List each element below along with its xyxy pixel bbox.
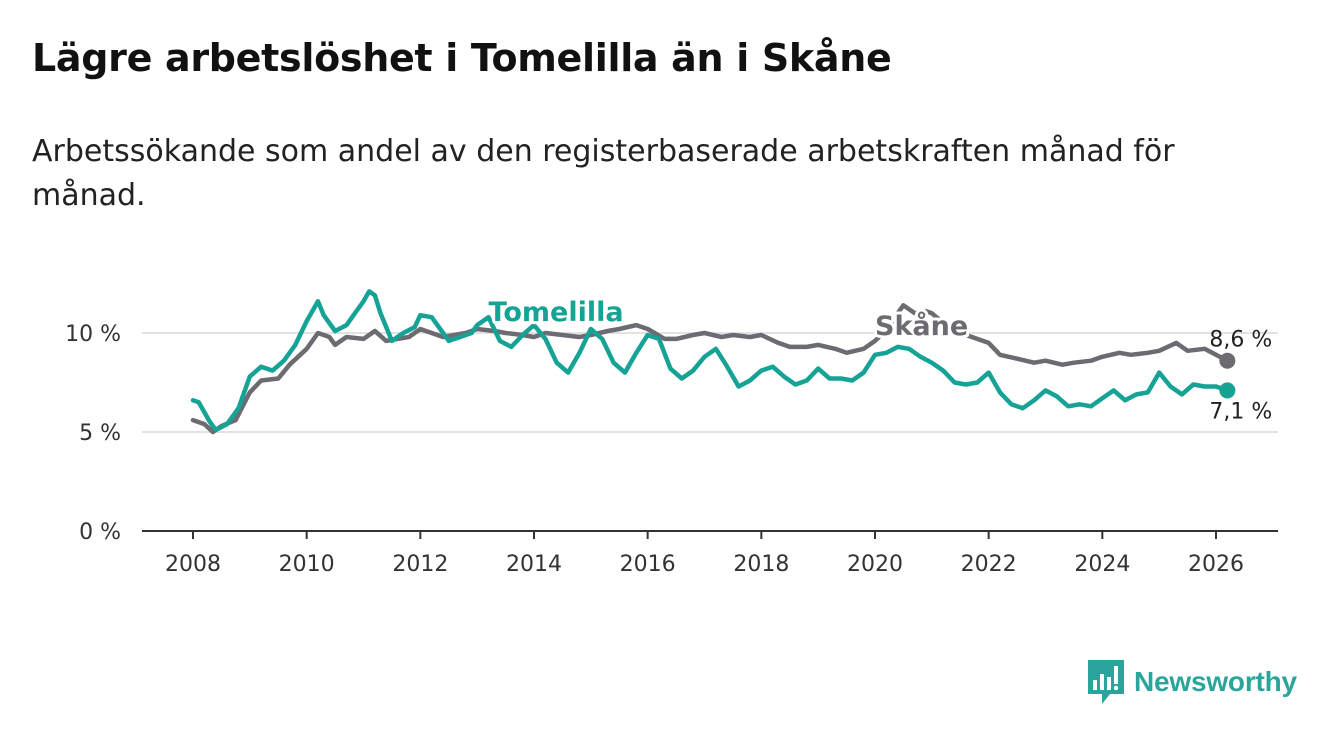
- brand-logo[interactable]: Newsworthy: [1088, 660, 1297, 704]
- series-lines: [190, 289, 1236, 435]
- y-tick-label: 10 %: [65, 322, 121, 347]
- x-tick-label: 2022: [961, 552, 1017, 577]
- x-tick-label: 2026: [1188, 552, 1244, 577]
- x-tick-label: 2018: [733, 552, 789, 577]
- x-tick-label: 2014: [506, 552, 562, 577]
- gridlines: [142, 332, 1278, 433]
- line-chart: 0 % 5 % 10 % 2008 2010 2012 2014 2016 2018 2020 20…: [65, 289, 1278, 577]
- axes: 0 % 5 % 10 % 2008 2010 2012 2014 2016 2018 2020 20…: [65, 322, 1278, 577]
- end-value-label-tomelilla: 7,1 %: [1209, 399, 1272, 424]
- y-tick-label: 0 %: [79, 520, 121, 545]
- end-marker-skåne: [1219, 352, 1236, 369]
- series-line-tomelilla: [190, 289, 1230, 433]
- x-tick-label: 2008: [165, 552, 221, 577]
- x-tick-label: 2024: [1074, 552, 1130, 577]
- series-line-skåne: [190, 303, 1230, 435]
- bar-chart-logo-icon: [1088, 660, 1124, 704]
- brand-name: Newsworthy: [1134, 666, 1297, 697]
- y-tick-label: 5 %: [79, 421, 121, 446]
- x-tick-label: 2020: [847, 552, 903, 577]
- series-label-skåne: Skåne: [875, 310, 968, 342]
- x-tick-label: 2016: [620, 552, 676, 577]
- x-tick-label: 2012: [392, 552, 448, 577]
- chart-subtitle: Arbetssökande som andel av den registerb…: [32, 134, 1175, 213]
- end-value-label-skåne: 8,6 %: [1209, 328, 1272, 353]
- end-marker-tomelilla: [1219, 382, 1236, 399]
- x-tick-label: 2010: [279, 552, 335, 577]
- chart-title: Lägre arbetslöshet i Tomelilla än i Skån…: [32, 36, 892, 80]
- series-labels: 8,6 % 7,1 % Skåne Tomelilla: [486, 294, 1273, 424]
- series-label-tomelilla: Tomelilla: [489, 297, 624, 328]
